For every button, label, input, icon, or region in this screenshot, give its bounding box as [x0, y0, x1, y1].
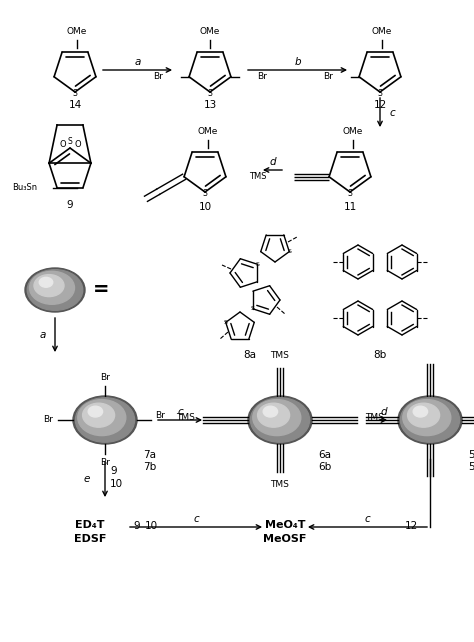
Text: c: c — [177, 407, 183, 417]
Ellipse shape — [401, 398, 460, 442]
Text: 5b: 5b — [468, 462, 474, 472]
Ellipse shape — [78, 399, 126, 436]
Ellipse shape — [413, 406, 428, 417]
Text: TMS: TMS — [271, 480, 290, 489]
Text: 8a: 8a — [244, 350, 256, 360]
Text: S: S — [73, 89, 77, 98]
Text: S: S — [251, 306, 255, 311]
Text: 12: 12 — [405, 521, 418, 531]
Text: 14: 14 — [68, 100, 82, 110]
Ellipse shape — [248, 396, 312, 444]
Text: OMe: OMe — [200, 27, 220, 36]
Text: e: e — [84, 474, 90, 485]
Text: OMe: OMe — [372, 27, 392, 36]
Text: S: S — [287, 249, 291, 254]
Text: 6b: 6b — [318, 462, 331, 472]
Text: MeO₄T: MeO₄T — [265, 520, 305, 530]
Text: 11: 11 — [343, 202, 356, 212]
Text: b: b — [294, 57, 301, 67]
Text: 10: 10 — [199, 202, 211, 212]
Ellipse shape — [39, 277, 53, 287]
Text: Br: Br — [43, 415, 53, 424]
Ellipse shape — [398, 396, 462, 444]
Text: Br: Br — [323, 73, 333, 82]
Text: c: c — [365, 514, 370, 524]
Text: c: c — [389, 107, 395, 117]
Ellipse shape — [408, 403, 439, 427]
Text: S: S — [378, 89, 383, 98]
Ellipse shape — [73, 396, 137, 444]
Text: Bu₃Sn: Bu₃Sn — [12, 184, 37, 193]
Text: 12: 12 — [374, 100, 387, 110]
Text: S: S — [224, 320, 228, 325]
Text: 10: 10 — [110, 479, 123, 489]
Text: 7a: 7a — [143, 450, 156, 460]
Text: OMe: OMe — [67, 27, 87, 36]
Text: 13: 13 — [203, 100, 217, 110]
Text: S: S — [202, 189, 207, 198]
Text: =: = — [93, 281, 109, 300]
Text: 9: 9 — [67, 200, 73, 210]
Text: S: S — [208, 89, 212, 98]
Ellipse shape — [250, 398, 310, 442]
Ellipse shape — [75, 398, 135, 442]
Text: OMe: OMe — [198, 127, 218, 136]
Text: c: c — [193, 514, 199, 524]
Text: S: S — [255, 262, 259, 266]
Ellipse shape — [253, 399, 301, 436]
Ellipse shape — [25, 268, 85, 312]
Text: Br: Br — [257, 73, 267, 82]
Text: d: d — [381, 407, 387, 417]
Text: 5a: 5a — [468, 450, 474, 460]
Text: O: O — [74, 139, 81, 148]
Ellipse shape — [27, 270, 83, 310]
Text: EDSF: EDSF — [74, 534, 106, 544]
Ellipse shape — [82, 403, 115, 427]
Text: 6a: 6a — [318, 450, 331, 460]
Text: Br: Br — [155, 412, 165, 421]
Text: OMe: OMe — [343, 127, 363, 136]
Ellipse shape — [88, 406, 102, 417]
Text: Br: Br — [100, 458, 110, 467]
Text: TMS: TMS — [365, 413, 384, 422]
Text: MeOSF: MeOSF — [264, 534, 307, 544]
Text: 10: 10 — [145, 521, 158, 531]
Text: a: a — [134, 57, 141, 67]
Text: Br: Br — [153, 73, 163, 82]
Text: O: O — [59, 139, 66, 148]
Text: 7b: 7b — [143, 462, 156, 472]
Text: S: S — [347, 189, 352, 198]
Ellipse shape — [34, 275, 64, 297]
Text: TMS: TMS — [248, 172, 266, 181]
Text: Br: Br — [100, 373, 110, 382]
Ellipse shape — [403, 399, 451, 436]
Ellipse shape — [29, 272, 74, 304]
Ellipse shape — [257, 403, 290, 427]
Text: 8b: 8b — [374, 350, 387, 360]
Text: S: S — [68, 137, 73, 146]
Ellipse shape — [263, 406, 278, 417]
Text: ED₄T: ED₄T — [75, 520, 105, 530]
Text: 9: 9 — [110, 466, 117, 476]
Text: a: a — [40, 330, 46, 340]
Text: 9: 9 — [133, 521, 140, 531]
Text: TMS: TMS — [271, 351, 290, 360]
Text: TMS: TMS — [176, 413, 195, 422]
Text: d: d — [269, 157, 276, 167]
